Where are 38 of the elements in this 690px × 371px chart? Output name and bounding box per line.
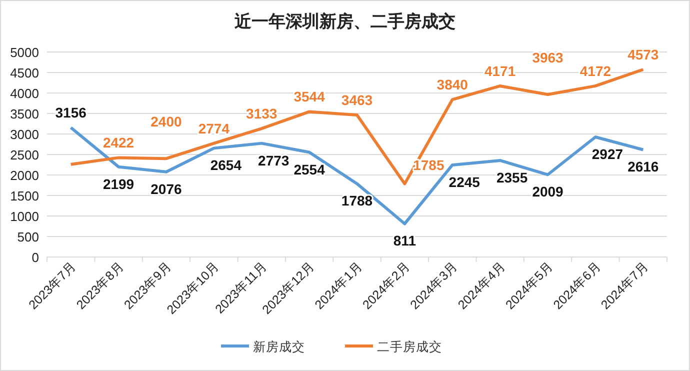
- data-label: 3840: [436, 76, 468, 93]
- data-label: 2654: [210, 157, 242, 174]
- data-label: 2400: [150, 114, 182, 130]
- data-label: 2199: [102, 176, 134, 192]
- data-label: 1788: [341, 192, 373, 209]
- data-label: 3133: [246, 106, 278, 122]
- data-label: 2009: [532, 184, 564, 200]
- data-label: 2355: [496, 169, 528, 186]
- data-label: 2927: [592, 146, 624, 162]
- y-tick-label: 4500: [10, 66, 39, 80]
- data-label: 3544: [294, 88, 326, 105]
- y-tick-label: 2000: [10, 168, 39, 183]
- legend-label: 新房成交: [253, 339, 305, 354]
- legend-label: 二手房成交: [377, 339, 442, 354]
- y-tick-label: 5000: [10, 45, 39, 60]
- y-tick-label: 4000: [10, 86, 39, 101]
- y-tick-label: 3000: [10, 127, 39, 142]
- chart-title: 近一年深圳新房、二手房成交: [234, 12, 456, 31]
- y-tick-label: 0: [32, 250, 39, 265]
- y-tick-label: 500: [17, 230, 39, 244]
- data-label: 2076: [150, 180, 182, 197]
- data-label: 3963: [532, 50, 564, 66]
- data-label: 2245: [448, 174, 480, 190]
- data-label: 3463: [341, 92, 373, 108]
- y-tick-label: 1500: [10, 188, 39, 204]
- data-label: 2774: [198, 120, 230, 136]
- data-label: 4171: [484, 62, 516, 79]
- y-tick-label: 3500: [10, 106, 39, 122]
- data-label: 811: [393, 232, 416, 249]
- data-label: 2554: [294, 161, 326, 178]
- data-label: 4172: [580, 62, 612, 79]
- data-label: 3156: [55, 104, 87, 121]
- data-label: 2773: [258, 152, 290, 168]
- data-label: 2616: [628, 158, 659, 175]
- y-tick-label: 1000: [10, 209, 39, 224]
- y-tick-label: 2500: [10, 148, 39, 162]
- data-label: 4573: [628, 46, 659, 63]
- data-label: 2422: [102, 134, 134, 151]
